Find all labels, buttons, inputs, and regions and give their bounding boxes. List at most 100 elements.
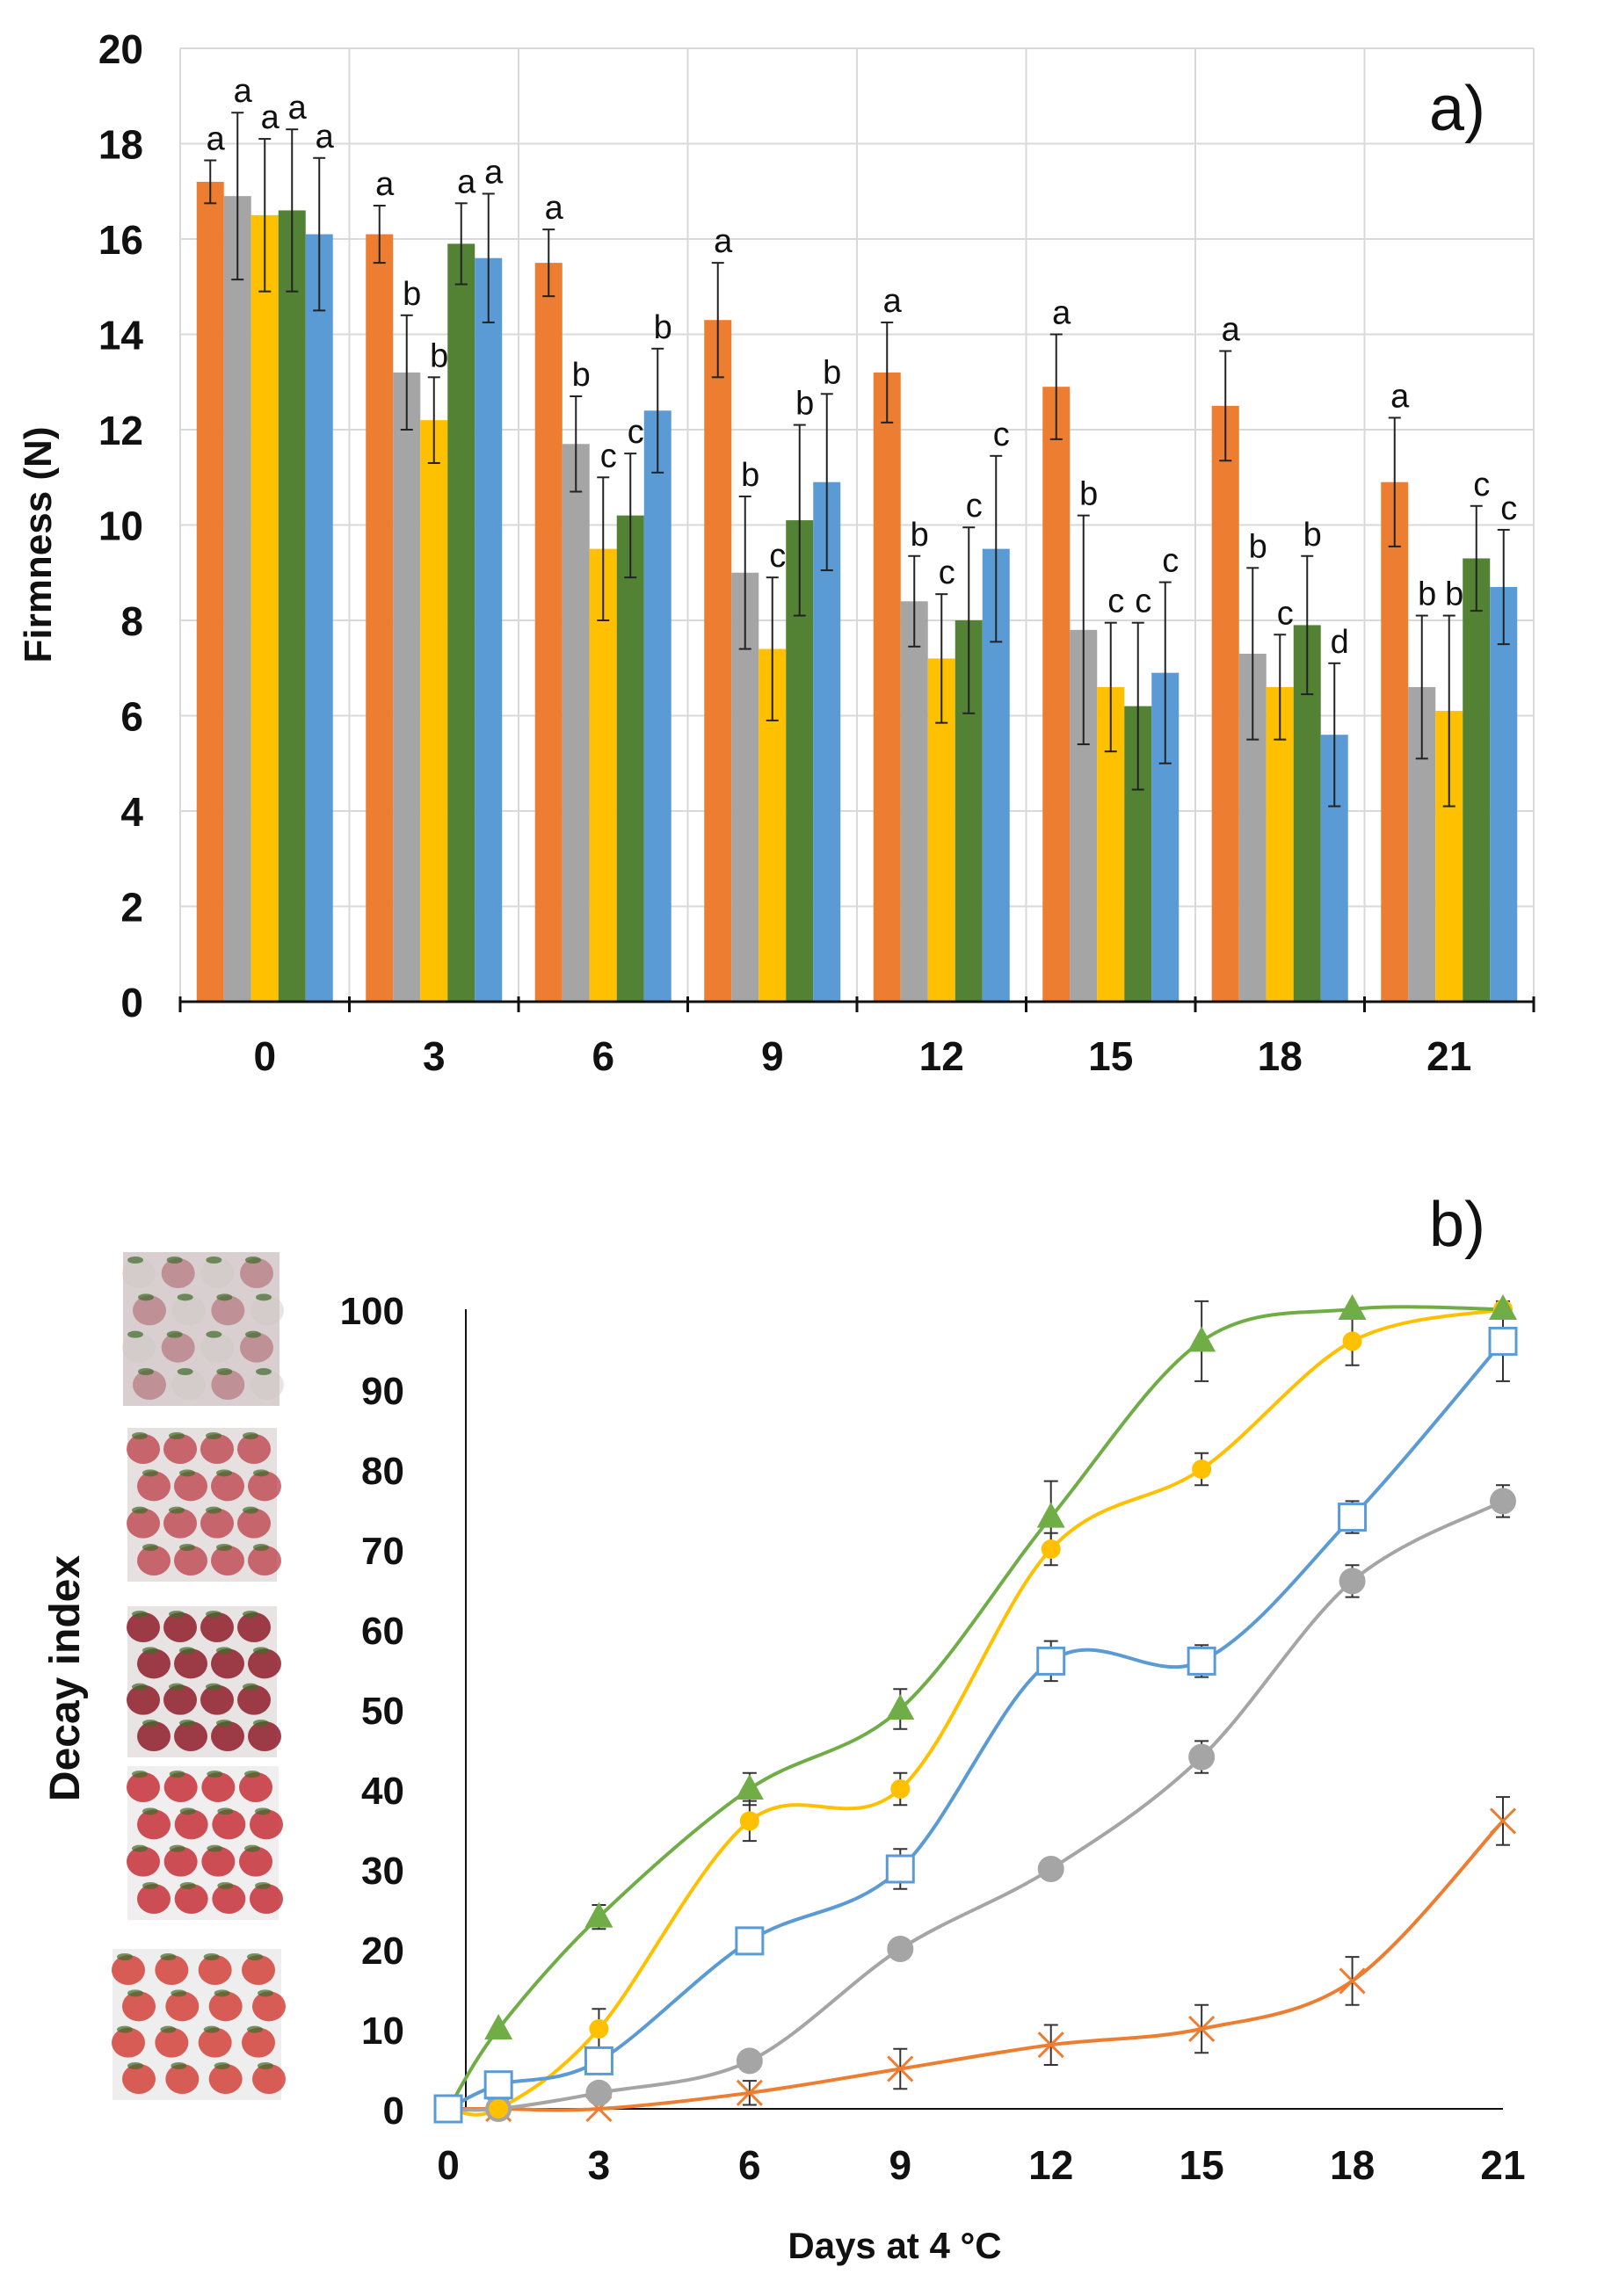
significance-letter: a: [234, 73, 253, 110]
x-tick-label: 3: [588, 2142, 611, 2188]
significance-letter: c: [939, 554, 955, 591]
strawberry: [250, 1809, 283, 1840]
significance-letter: a: [1390, 378, 1410, 415]
strawberry-leaf: [169, 1683, 185, 1691]
strawberry-leaf: [214, 1989, 230, 1997]
bar: [196, 181, 224, 1002]
panel-a-error-bars: [204, 112, 1510, 808]
bar: [447, 243, 475, 1002]
strawberry-leaf: [217, 1807, 234, 1815]
y-tick-label: 6: [120, 694, 143, 740]
strawberry: [212, 1884, 246, 1914]
strawberry: [165, 1991, 200, 2022]
x-tick-label: 18: [1330, 2142, 1375, 2188]
bar: [1211, 405, 1239, 1002]
strawberry-leaf: [166, 1330, 183, 1338]
series-line: [447, 1340, 1505, 2111]
significance-letter: b: [795, 386, 814, 423]
significance-letter: d: [1331, 624, 1349, 661]
strawberry: [200, 1258, 235, 1288]
strawberry-leaf: [169, 1611, 185, 1618]
dot-marker: [1192, 1459, 1212, 1479]
x-tick-label: 0: [253, 1033, 276, 1079]
strawberry: [200, 1508, 234, 1539]
y-tick-label: 20: [98, 26, 143, 72]
strawberry: [248, 1546, 281, 1575]
y-tick-label: 14: [98, 313, 144, 359]
strawberry: [211, 1471, 244, 1502]
strawberry-leaf: [216, 1647, 232, 1655]
dot-marker: [1342, 1331, 1362, 1351]
strawberry-leaf: [142, 1720, 158, 1727]
significance-letter: b: [911, 517, 929, 554]
y-tick-label: 70: [361, 1530, 404, 1573]
circle-marker: [1490, 1488, 1516, 1515]
strawberry: [237, 1508, 271, 1539]
significance-letter: c: [600, 438, 617, 474]
panel-a-bars: [196, 181, 1518, 1003]
series-line: [447, 1499, 1504, 2112]
strawberry-leaf: [206, 1432, 221, 1439]
circle-marker: [887, 1936, 914, 1962]
triangle-marker: [1036, 1502, 1065, 1528]
x-tick-label: 9: [889, 2142, 911, 2188]
dot-marker: [890, 1779, 911, 1799]
strawberry-leaf: [216, 1544, 232, 1551]
strawberry: [211, 1648, 244, 1679]
panel-a-label: a): [1429, 74, 1485, 144]
strawberry: [137, 1809, 171, 1840]
significance-letter: a: [457, 163, 476, 200]
strawberry: [112, 1955, 145, 1985]
significance-letter: c: [1162, 543, 1179, 580]
strawberry-leaf: [142, 1647, 158, 1655]
square-marker: [483, 2070, 513, 2100]
strawberry: [174, 1471, 207, 1502]
bar: [420, 420, 448, 1002]
significance-letter: b: [1249, 528, 1267, 565]
bar: [1490, 587, 1518, 1002]
strawberry-leaf: [179, 1882, 196, 1889]
strawberry-leaf: [179, 1720, 195, 1727]
strawberry-leaf: [203, 1953, 220, 1960]
strawberry: [237, 1434, 271, 1464]
strawberry: [137, 1884, 171, 1914]
strawberry: [211, 1370, 245, 1400]
bar: [589, 548, 617, 1002]
strawberry-leaf: [179, 1469, 195, 1477]
strawberry: [137, 1721, 171, 1751]
strawberry: [171, 1370, 206, 1400]
panel-b-decay-chart: 0 10 20 30 40 50 60 70 80 90 100 0 3 6 9 12 15 18 21 Decay…: [42, 1190, 1526, 2266]
strawberry-leaf: [142, 1544, 158, 1551]
significance-letter: a: [883, 283, 903, 320]
bar: [616, 515, 644, 1002]
strawberry: [137, 1546, 171, 1575]
x-tick-label: 12: [919, 1033, 964, 1079]
panel-b-x-axis-title: Days at 4 °C: [788, 2225, 1001, 2266]
significance-letter: a: [316, 119, 335, 156]
panel-b-series-lines: [446, 1305, 1505, 2117]
y-tick-label: 0: [383, 2090, 404, 2133]
y-tick-label: 10: [98, 503, 143, 549]
strawberry: [252, 2064, 286, 2094]
y-tick-label: 12: [98, 408, 143, 453]
strawberry-leaf: [253, 1469, 269, 1477]
strawberry-leaf: [127, 2062, 143, 2069]
strawberry: [240, 1332, 273, 1363]
square-marker: [1036, 1646, 1066, 1676]
strawberry-leaf: [132, 1432, 148, 1439]
triangle-marker: [886, 1694, 915, 1720]
strawberry: [133, 1370, 166, 1400]
strawberry-photo: [112, 1949, 286, 2100]
strawberry: [171, 1295, 206, 1326]
triangle-marker: [1338, 1294, 1367, 1320]
strawberry: [200, 1684, 234, 1715]
bar: [475, 257, 503, 1002]
strawberry-leaf: [169, 1771, 185, 1778]
significance-letter: b: [403, 276, 421, 313]
strawberry-leaf: [138, 1368, 154, 1375]
strawberry: [163, 1612, 197, 1642]
significance-letter: b: [1418, 576, 1436, 613]
strawberry-leaf: [256, 1368, 272, 1375]
square-marker: [584, 2046, 613, 2075]
